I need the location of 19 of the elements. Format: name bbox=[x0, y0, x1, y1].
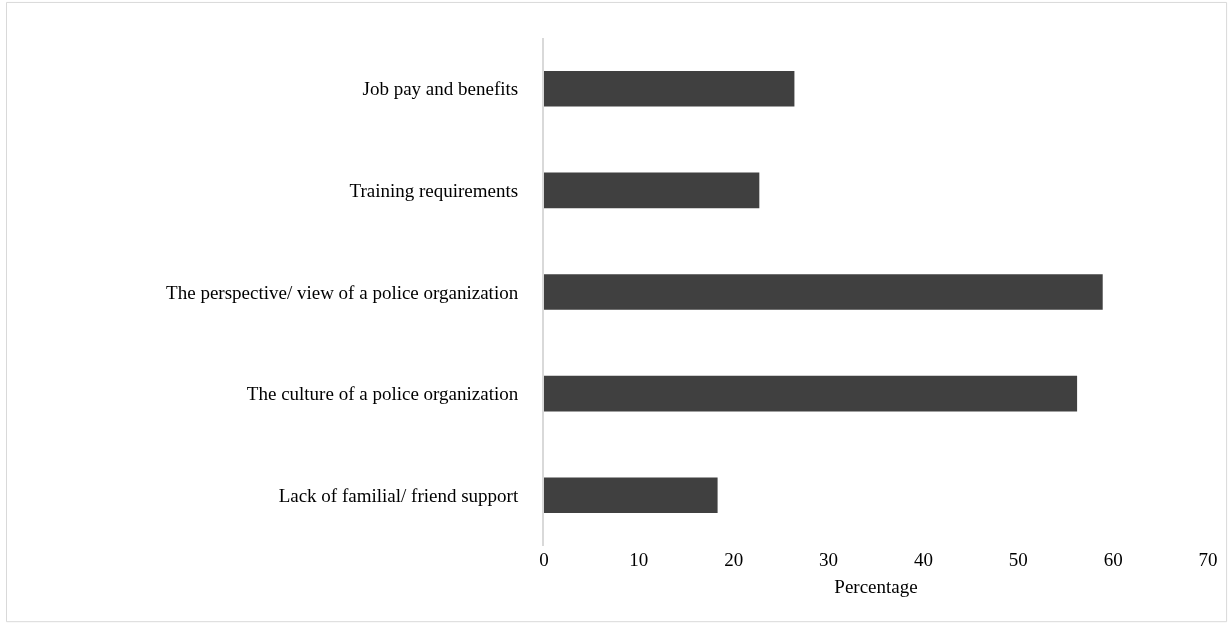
y-tick-label: The perspective/ view of a police organization bbox=[166, 281, 519, 303]
bar bbox=[544, 172, 760, 209]
y-tick-label: Job pay and benefits bbox=[362, 78, 519, 100]
bar bbox=[544, 71, 795, 107]
bar bbox=[544, 477, 718, 513]
x-tick-label: 10 bbox=[629, 549, 649, 570]
x-tick-label: 60 bbox=[1103, 549, 1123, 570]
x-tick-label: 30 bbox=[819, 549, 839, 570]
x-tick-label: 50 bbox=[1008, 549, 1028, 570]
y-tick-label: The culture of a police organization bbox=[246, 383, 519, 405]
bar bbox=[544, 375, 1078, 412]
x-axis-title: Percentage bbox=[834, 575, 918, 597]
x-tick-label: 20 bbox=[724, 549, 744, 570]
x-tick-label: 70 bbox=[1198, 549, 1218, 570]
y-tick-label: Lack of familial/ friend support bbox=[278, 484, 519, 506]
x-tick-label: 40 bbox=[913, 549, 933, 570]
x-tick-label: 0 bbox=[539, 549, 549, 570]
bar bbox=[544, 274, 1103, 310]
y-tick-label: Training requirements bbox=[349, 180, 519, 202]
